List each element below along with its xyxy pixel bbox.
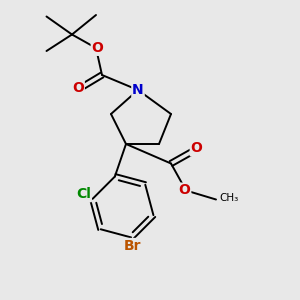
Text: N: N xyxy=(132,83,144,97)
Text: Br: Br xyxy=(124,239,141,253)
Text: O: O xyxy=(72,82,84,95)
Text: Cl: Cl xyxy=(76,187,91,201)
Text: O: O xyxy=(190,142,202,155)
Text: O: O xyxy=(178,184,190,197)
Text: O: O xyxy=(92,41,104,55)
Text: CH₃: CH₃ xyxy=(220,193,239,203)
